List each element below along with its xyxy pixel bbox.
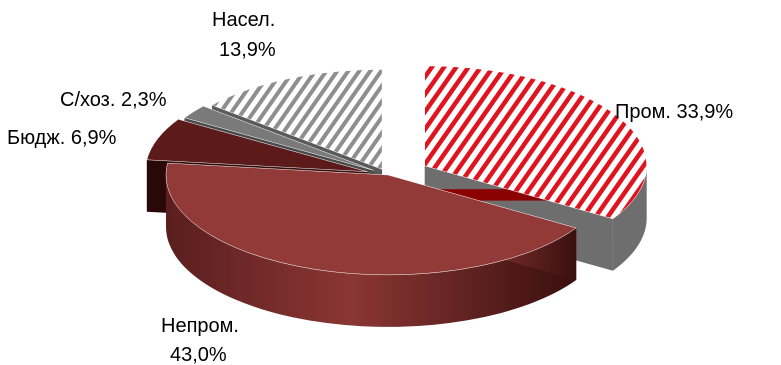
label-budg: Бюдж. 6,9% [7, 127, 117, 149]
slice-prom-band [424, 189, 625, 201]
slice-prom-side [612, 165, 647, 271]
slice-neprom-top [165, 162, 577, 276]
slice-shoz-top [183, 105, 374, 171]
label-neprom-value: 43,0% [170, 344, 227, 365]
label-nasel-name: Насел. [212, 9, 275, 31]
label-nasel-value: 13,9% [219, 39, 276, 61]
slice-prom-top [424, 65, 647, 220]
slice-neprom-side [166, 175, 577, 327]
slice-budg-top [146, 119, 368, 172]
label-neprom-name: Непром. [161, 315, 239, 337]
slice-nasel-top [211, 69, 383, 170]
label-prom: Пром. 33,9% [615, 101, 733, 123]
label-shoz: С/хоз. 2,3% [60, 89, 167, 111]
